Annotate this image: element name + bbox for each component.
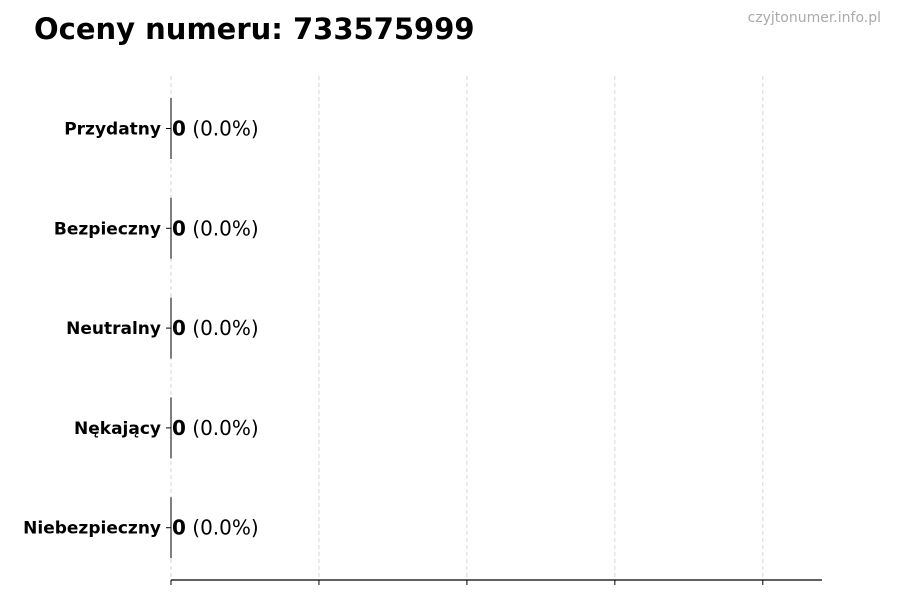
data-label-2: 0 (0.0%)	[172, 316, 259, 340]
watermark: czyjtonumer.info.pl	[747, 10, 881, 26]
chart-title: Oceny numeru: 733575999	[34, 12, 475, 46]
data-label-0: 0 (0.0%)	[172, 117, 259, 141]
y-tick-label-4: Niebezpieczny	[23, 519, 161, 539]
data-label-count: 0	[172, 117, 186, 141]
y-tick-label-0: Przydatny	[64, 120, 161, 140]
data-label-count: 0	[172, 216, 186, 240]
y-tick-label-1: Bezpieczny	[54, 219, 161, 239]
data-label-count: 0	[172, 416, 186, 440]
data-label-count: 0	[172, 316, 186, 340]
y-tick-label-3: Nękający	[74, 419, 161, 439]
data-label-4: 0 (0.0%)	[172, 516, 259, 540]
y-tick-label-2: Neutralny	[66, 319, 161, 339]
data-label-3: 0 (0.0%)	[172, 416, 259, 440]
data-label-percent: (0.0%)	[186, 316, 259, 340]
data-label-1: 0 (0.0%)	[172, 216, 259, 240]
data-label-percent: (0.0%)	[186, 416, 259, 440]
data-label-count: 0	[172, 516, 186, 540]
data-label-percent: (0.0%)	[186, 117, 259, 141]
data-label-percent: (0.0%)	[186, 516, 259, 540]
data-label-percent: (0.0%)	[186, 216, 259, 240]
